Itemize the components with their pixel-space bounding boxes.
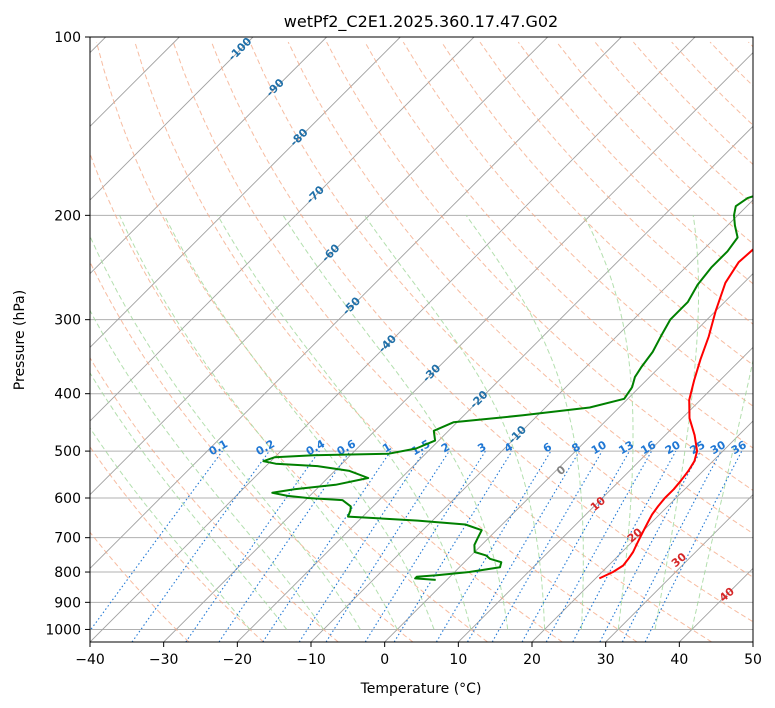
y-tick-label: 300 bbox=[54, 313, 81, 329]
x-tick-label: 0 bbox=[380, 652, 389, 668]
moist-adiabat-line bbox=[90, 427, 251, 630]
mixing-ratio-line bbox=[325, 450, 450, 642]
moist-adiabat-line bbox=[282, 215, 509, 630]
temperature-profile-line bbox=[598, 248, 753, 580]
dry-adiabat-line bbox=[90, 531, 190, 642]
y-tick-label: 600 bbox=[54, 491, 81, 507]
dewpoint-profile-line bbox=[262, 195, 753, 581]
dry-adiabat-line bbox=[211, 41, 753, 623]
x-tick-label: −30 bbox=[149, 652, 179, 668]
moist-adiabat-line bbox=[583, 215, 634, 630]
x-tick-label: −10 bbox=[296, 652, 326, 668]
x-tick-label: −20 bbox=[223, 652, 253, 668]
y-tick-label: 900 bbox=[54, 595, 81, 611]
isotherm-line bbox=[163, 52, 753, 642]
background-lines bbox=[90, 37, 753, 642]
isotherm-line bbox=[458, 346, 753, 642]
dry-adiabat-line bbox=[90, 356, 339, 642]
x-axis-label: Temperature (°C) bbox=[360, 681, 482, 697]
mixing-ratio-line bbox=[185, 450, 320, 642]
x-tick-label: 30 bbox=[597, 652, 615, 668]
mixing-ratio-line bbox=[131, 450, 270, 642]
isotherm-line bbox=[90, 37, 254, 201]
mixing-ratio-line bbox=[298, 450, 425, 642]
x-tick-label: 40 bbox=[670, 652, 688, 668]
dry-adiabat-line bbox=[134, 41, 638, 642]
isotherm-line bbox=[90, 37, 401, 348]
y-tick-label: 400 bbox=[54, 387, 81, 403]
y-tick-label: 800 bbox=[54, 565, 81, 581]
chart-title: wetPf2_C2E1.2025.360.17.47.G02 bbox=[284, 12, 558, 32]
isotherm-line bbox=[90, 37, 475, 422]
x-tick-label: 50 bbox=[744, 652, 762, 668]
moist-adiabat-line bbox=[364, 215, 546, 630]
isotherm-line bbox=[90, 37, 548, 496]
y-axis-label: Pressure (hPa) bbox=[12, 290, 28, 390]
dry-adiabat-line bbox=[96, 41, 563, 642]
mixing-ratio-line bbox=[90, 450, 223, 632]
isotherm-line bbox=[237, 125, 753, 642]
moist-adiabat-line bbox=[465, 215, 584, 630]
dry-adiabat-line bbox=[249, 41, 753, 578]
profile-lines bbox=[262, 195, 753, 581]
dry-adiabat-line bbox=[402, 41, 753, 407]
mixing-ratio-line bbox=[545, 450, 653, 642]
dry-adiabat-line bbox=[172, 41, 712, 642]
dry-adiabat-line bbox=[90, 260, 414, 642]
dry-adiabat-line bbox=[90, 446, 264, 642]
isotherm-line bbox=[605, 494, 753, 642]
isotherm-line bbox=[90, 37, 696, 642]
y-tick-label: 200 bbox=[54, 208, 81, 224]
isotherm-line bbox=[90, 37, 327, 275]
moist-adiabat-line bbox=[90, 235, 361, 630]
mixing-ratio-line bbox=[572, 450, 677, 642]
mixing-ratio-line bbox=[262, 450, 392, 642]
mixing-ratio-line bbox=[521, 450, 630, 642]
isotherm-line bbox=[90, 37, 622, 569]
y-tick-label: 100 bbox=[54, 30, 81, 46]
y-tick-label: 700 bbox=[54, 531, 81, 547]
mixing-ratio-line bbox=[393, 450, 513, 642]
x-tick-label: 20 bbox=[523, 652, 541, 668]
dry-adiabat-line bbox=[517, 41, 753, 285]
x-tick-label: −40 bbox=[75, 652, 105, 668]
dry-adiabat-line bbox=[479, 41, 753, 325]
y-axis: 100 200 300 400 500 600 700 800 900 1000 bbox=[45, 30, 90, 638]
moist-adiabat-line bbox=[90, 309, 325, 630]
isotherm-line bbox=[384, 273, 753, 642]
x-axis: −40 −30 −20 −10 0 10 20 30 40 50 bbox=[75, 642, 762, 668]
mixing-ratio-line bbox=[218, 450, 351, 642]
moist-adiabat-line bbox=[217, 215, 472, 630]
moist-adiabat-line bbox=[90, 371, 288, 630]
moist-adiabat-line bbox=[119, 215, 398, 630]
mixing-ratio-line bbox=[644, 450, 743, 642]
y-tick-label: 500 bbox=[54, 444, 81, 460]
isotherm-line bbox=[531, 420, 753, 642]
plot-frame bbox=[89, 36, 754, 643]
dry-adiabat-line bbox=[326, 41, 753, 492]
x-tick-label: 10 bbox=[449, 652, 467, 668]
y-tick-label: 1000 bbox=[45, 622, 81, 638]
